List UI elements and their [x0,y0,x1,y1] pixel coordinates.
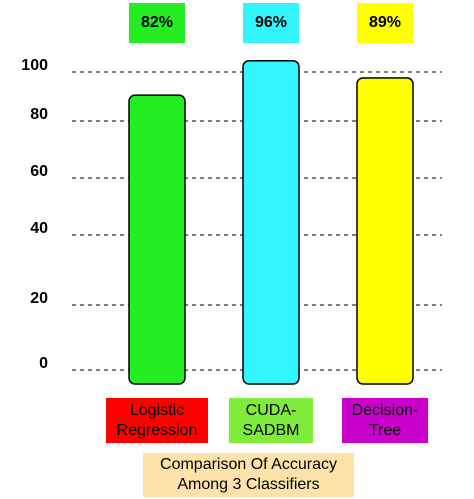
chart-caption: Comparison Of Accuracy Among 3 Classifie… [143,453,354,497]
value-label-2: 89% [357,3,413,43]
category-label-text-0: Logistic Regression [116,401,198,439]
y-tick-label-40: 40 [30,220,48,237]
y-tick-label-20: 20 [30,290,48,307]
y-tick-label-80: 80 [30,106,48,123]
value-label-1: 96% [243,3,299,43]
category-label-2: Decision- Tree [342,398,428,443]
bars [128,60,414,385]
category-label-text-2: Decision- Tree [351,401,419,439]
category-label-1: CUDA- SADBM [229,398,313,443]
bar-2 [356,77,414,385]
y-tick-label-0: 0 [39,355,48,372]
value-label-0: 82% [129,3,185,43]
category-label-0: Logistic Regression [106,398,208,443]
y-tick-label-60: 60 [30,163,48,180]
bar-0 [128,94,186,385]
y-tick-label-100: 100 [21,57,48,74]
y-axis-tick-labels: 0 20 40 60 80 100 [21,57,48,372]
bar-1 [242,60,300,385]
category-label-text-1: CUDA- SADBM [242,401,300,439]
chart-caption-text: Comparison Of Accuracy Among 3 Classifie… [160,456,337,493]
